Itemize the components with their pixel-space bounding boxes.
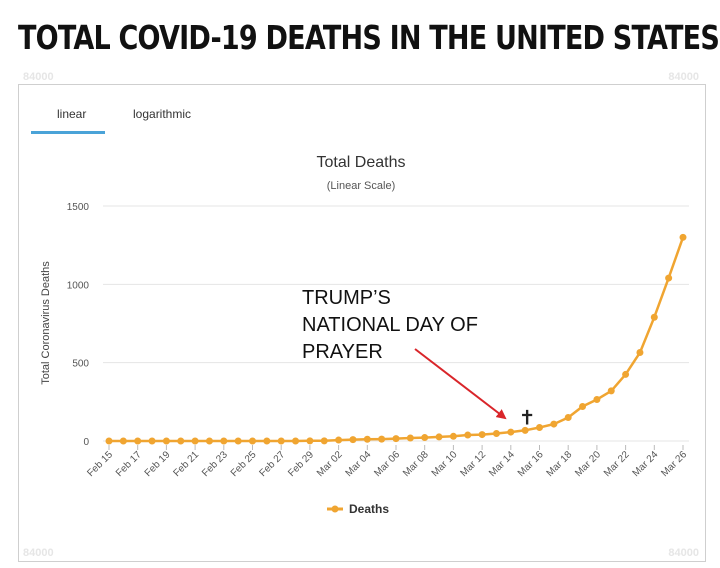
x-tick-label: Mar 12	[458, 449, 488, 479]
watermark: 84000	[668, 547, 699, 559]
y-tick-labels: 0 500 1000 1500	[67, 202, 90, 448]
annotation-arrow	[414, 348, 507, 420]
data-point[interactable]	[277, 437, 285, 445]
data-point[interactable]	[349, 436, 357, 444]
watermark: 84000	[668, 71, 699, 83]
y-tick-label: 0	[83, 437, 89, 448]
legend-label-deaths: Deaths	[349, 502, 389, 516]
y-tick-label: 500	[72, 359, 89, 370]
annotation-line-3: PRAYER	[302, 341, 383, 363]
tab-logarithmic[interactable]: logarithmic	[133, 107, 192, 121]
data-point[interactable]	[464, 431, 472, 439]
x-tick-label: Feb 29	[286, 449, 316, 479]
data-point[interactable]	[263, 437, 271, 445]
data-point[interactable]	[320, 437, 328, 445]
x-tick-label: Mar 04	[344, 449, 374, 479]
data-point[interactable]	[148, 437, 156, 445]
data-point[interactable]	[550, 420, 558, 428]
chart-svg: Total Deaths (Linear Scale) Total Corona…	[40, 154, 689, 516]
chart-title: Total Deaths	[317, 154, 406, 171]
data-point[interactable]	[378, 435, 386, 443]
data-point[interactable]	[579, 403, 587, 411]
x-tick-label: Mar 24	[631, 449, 661, 479]
watermark: 84000	[23, 547, 54, 559]
series-line-deaths	[109, 236, 685, 443]
x-tick-label: Feb 27	[258, 449, 288, 479]
data-point[interactable]	[521, 426, 529, 434]
data-point[interactable]	[406, 434, 414, 442]
data-point[interactable]	[249, 437, 256, 445]
data-point[interactable]	[622, 370, 630, 378]
x-tick-label: Mar 26	[659, 449, 689, 479]
data-point[interactable]	[679, 233, 687, 241]
annotation: TRUMP’S NATIONAL DAY OF PRAYER ✝	[302, 287, 536, 429]
x-tick-label: Mar 18	[545, 449, 575, 479]
legend-marker	[331, 505, 339, 513]
x-tick-label: Feb 19	[143, 449, 173, 479]
data-point[interactable]	[593, 395, 601, 403]
data-point[interactable]	[435, 433, 443, 441]
x-tick-label: Feb 21	[171, 449, 201, 479]
annotation-line-1: TRUMP’S	[302, 287, 391, 309]
cross-icon: ✝	[519, 405, 536, 429]
data-point[interactable]	[564, 414, 572, 421]
headline: TOTAL COVID-19 DEATHS IN THE UNITED STAT…	[18, 18, 720, 57]
x-tick-label: Feb 23	[200, 449, 230, 479]
x-tick-label: Feb 17	[114, 449, 144, 479]
data-point[interactable]	[665, 274, 673, 282]
x-tick-label: Feb 25	[229, 449, 259, 479]
data-point[interactable]	[119, 437, 127, 445]
data-point[interactable]	[607, 387, 615, 395]
x-tick-label: Mar 22	[602, 449, 632, 479]
data-point[interactable]	[363, 435, 371, 443]
x-tick-label: Mar 02	[315, 449, 345, 479]
watermark: 84000	[23, 71, 54, 83]
y-tick-label: 1000	[67, 280, 90, 291]
data-point[interactable]	[449, 432, 457, 440]
y-tick-label: 1500	[67, 202, 90, 213]
data-point[interactable]	[636, 348, 644, 356]
x-tick-label: Mar 16	[516, 449, 546, 479]
data-point[interactable]	[306, 437, 314, 445]
x-tick-label: Mar 08	[401, 449, 431, 479]
data-point[interactable]	[134, 437, 142, 445]
data-point[interactable]	[650, 313, 658, 321]
annotation-line-2: NATIONAL DAY OF	[302, 314, 478, 336]
data-point[interactable]	[105, 437, 113, 445]
legend[interactable]: Deaths	[327, 502, 389, 516]
series-points	[105, 233, 687, 445]
data-point[interactable]	[292, 437, 300, 445]
x-tick-label: Mar 14	[487, 449, 517, 479]
data-point[interactable]	[335, 436, 343, 444]
y-axis-label: Total Coronavirus Deaths	[40, 261, 52, 385]
data-point[interactable]	[478, 431, 486, 439]
data-point[interactable]	[392, 435, 400, 443]
x-tick-label: Mar 20	[573, 449, 603, 479]
data-point[interactable]	[220, 437, 228, 445]
tab-linear[interactable]: linear	[57, 107, 87, 121]
x-tick-label: Mar 10	[430, 449, 460, 479]
chart-subtitle: (Linear Scale)	[327, 180, 395, 192]
data-point[interactable]	[421, 434, 429, 442]
x-tick-label: Mar 06	[372, 449, 402, 479]
chart-card: 84000 84000 84000 84000 linear logarithm…	[18, 71, 706, 562]
data-point[interactable]	[492, 429, 500, 437]
active-tab-indicator	[31, 131, 105, 134]
gridlines	[103, 205, 689, 442]
x-tick-label: Feb 15	[85, 449, 115, 479]
data-point[interactable]	[234, 437, 242, 445]
data-point[interactable]	[177, 437, 185, 445]
data-point[interactable]	[205, 437, 213, 445]
data-point[interactable]	[536, 424, 543, 432]
data-point[interactable]	[191, 437, 199, 445]
data-point[interactable]	[507, 428, 515, 436]
data-point[interactable]	[162, 437, 170, 445]
